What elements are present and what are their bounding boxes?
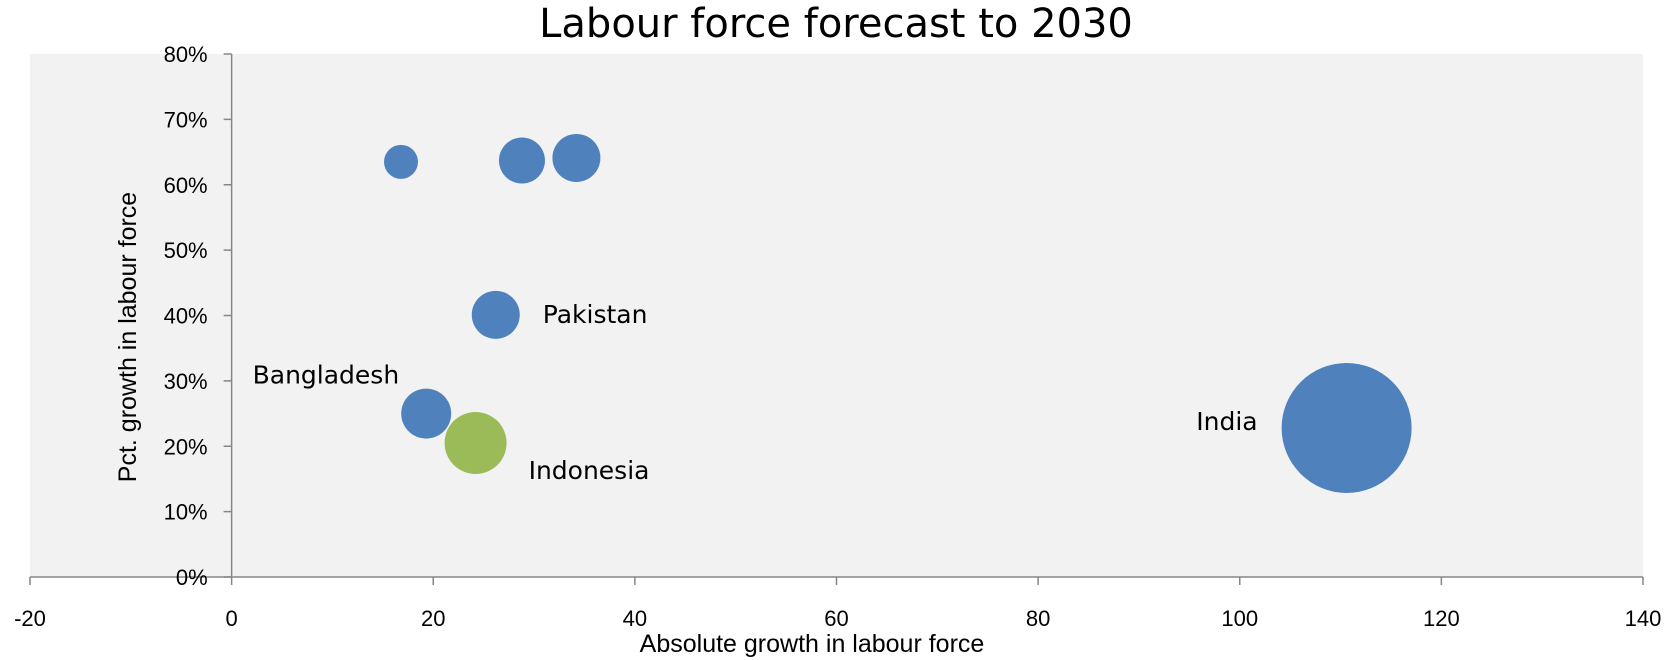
x-tick-label: 60 bbox=[824, 606, 848, 631]
x-tick-label: -20 bbox=[14, 606, 46, 631]
bubble bbox=[383, 144, 418, 179]
y-tick-label: 40% bbox=[164, 304, 208, 329]
x-tick-label: 120 bbox=[1423, 606, 1460, 631]
point-label: Indonesia bbox=[529, 456, 650, 485]
y-tick-label: 10% bbox=[164, 500, 208, 525]
x-tick-label: 80 bbox=[1026, 606, 1050, 631]
x-axis-label: Absolute growth in labour force bbox=[640, 630, 985, 658]
y-tick-label: 60% bbox=[164, 173, 208, 198]
point-label: Bangladesh bbox=[253, 361, 400, 390]
y-tick-label: 50% bbox=[164, 238, 208, 263]
x-tick-label: 140 bbox=[1625, 606, 1662, 631]
bubble-india bbox=[1281, 362, 1412, 493]
bubble-indonesia bbox=[444, 411, 507, 474]
point-label: India bbox=[1196, 407, 1257, 436]
bubble-bangladesh bbox=[401, 388, 452, 439]
y-tick-label: 20% bbox=[164, 434, 208, 459]
bubble-pakistan bbox=[471, 290, 520, 339]
y-tick-label: 30% bbox=[164, 369, 208, 394]
point-labels: Pakistan Bangladesh Indonesia India bbox=[253, 300, 1258, 485]
y-tick-label: 0% bbox=[176, 565, 208, 590]
x-tick-label: 0 bbox=[226, 606, 238, 631]
x-tick-label: 100 bbox=[1221, 606, 1258, 631]
y-axis-label: Pct. growth in labour force bbox=[114, 192, 142, 482]
point-label: Pakistan bbox=[543, 300, 648, 329]
bubble bbox=[498, 137, 545, 184]
plot-area bbox=[30, 54, 1643, 577]
axes: -20 0 20 40 60 80 100 120 140 0% 10% 20% 30% 40% 50% 60… bbox=[14, 42, 1661, 631]
x-tick-label: 20 bbox=[421, 606, 445, 631]
chart-title: Labour force forecast to 2030 bbox=[539, 1, 1133, 47]
bubbles bbox=[383, 133, 1412, 493]
bubble bbox=[552, 133, 601, 182]
y-tick-label: 70% bbox=[164, 107, 208, 132]
y-tick-label: 80% bbox=[164, 42, 208, 67]
x-tick-label: 40 bbox=[623, 606, 647, 631]
